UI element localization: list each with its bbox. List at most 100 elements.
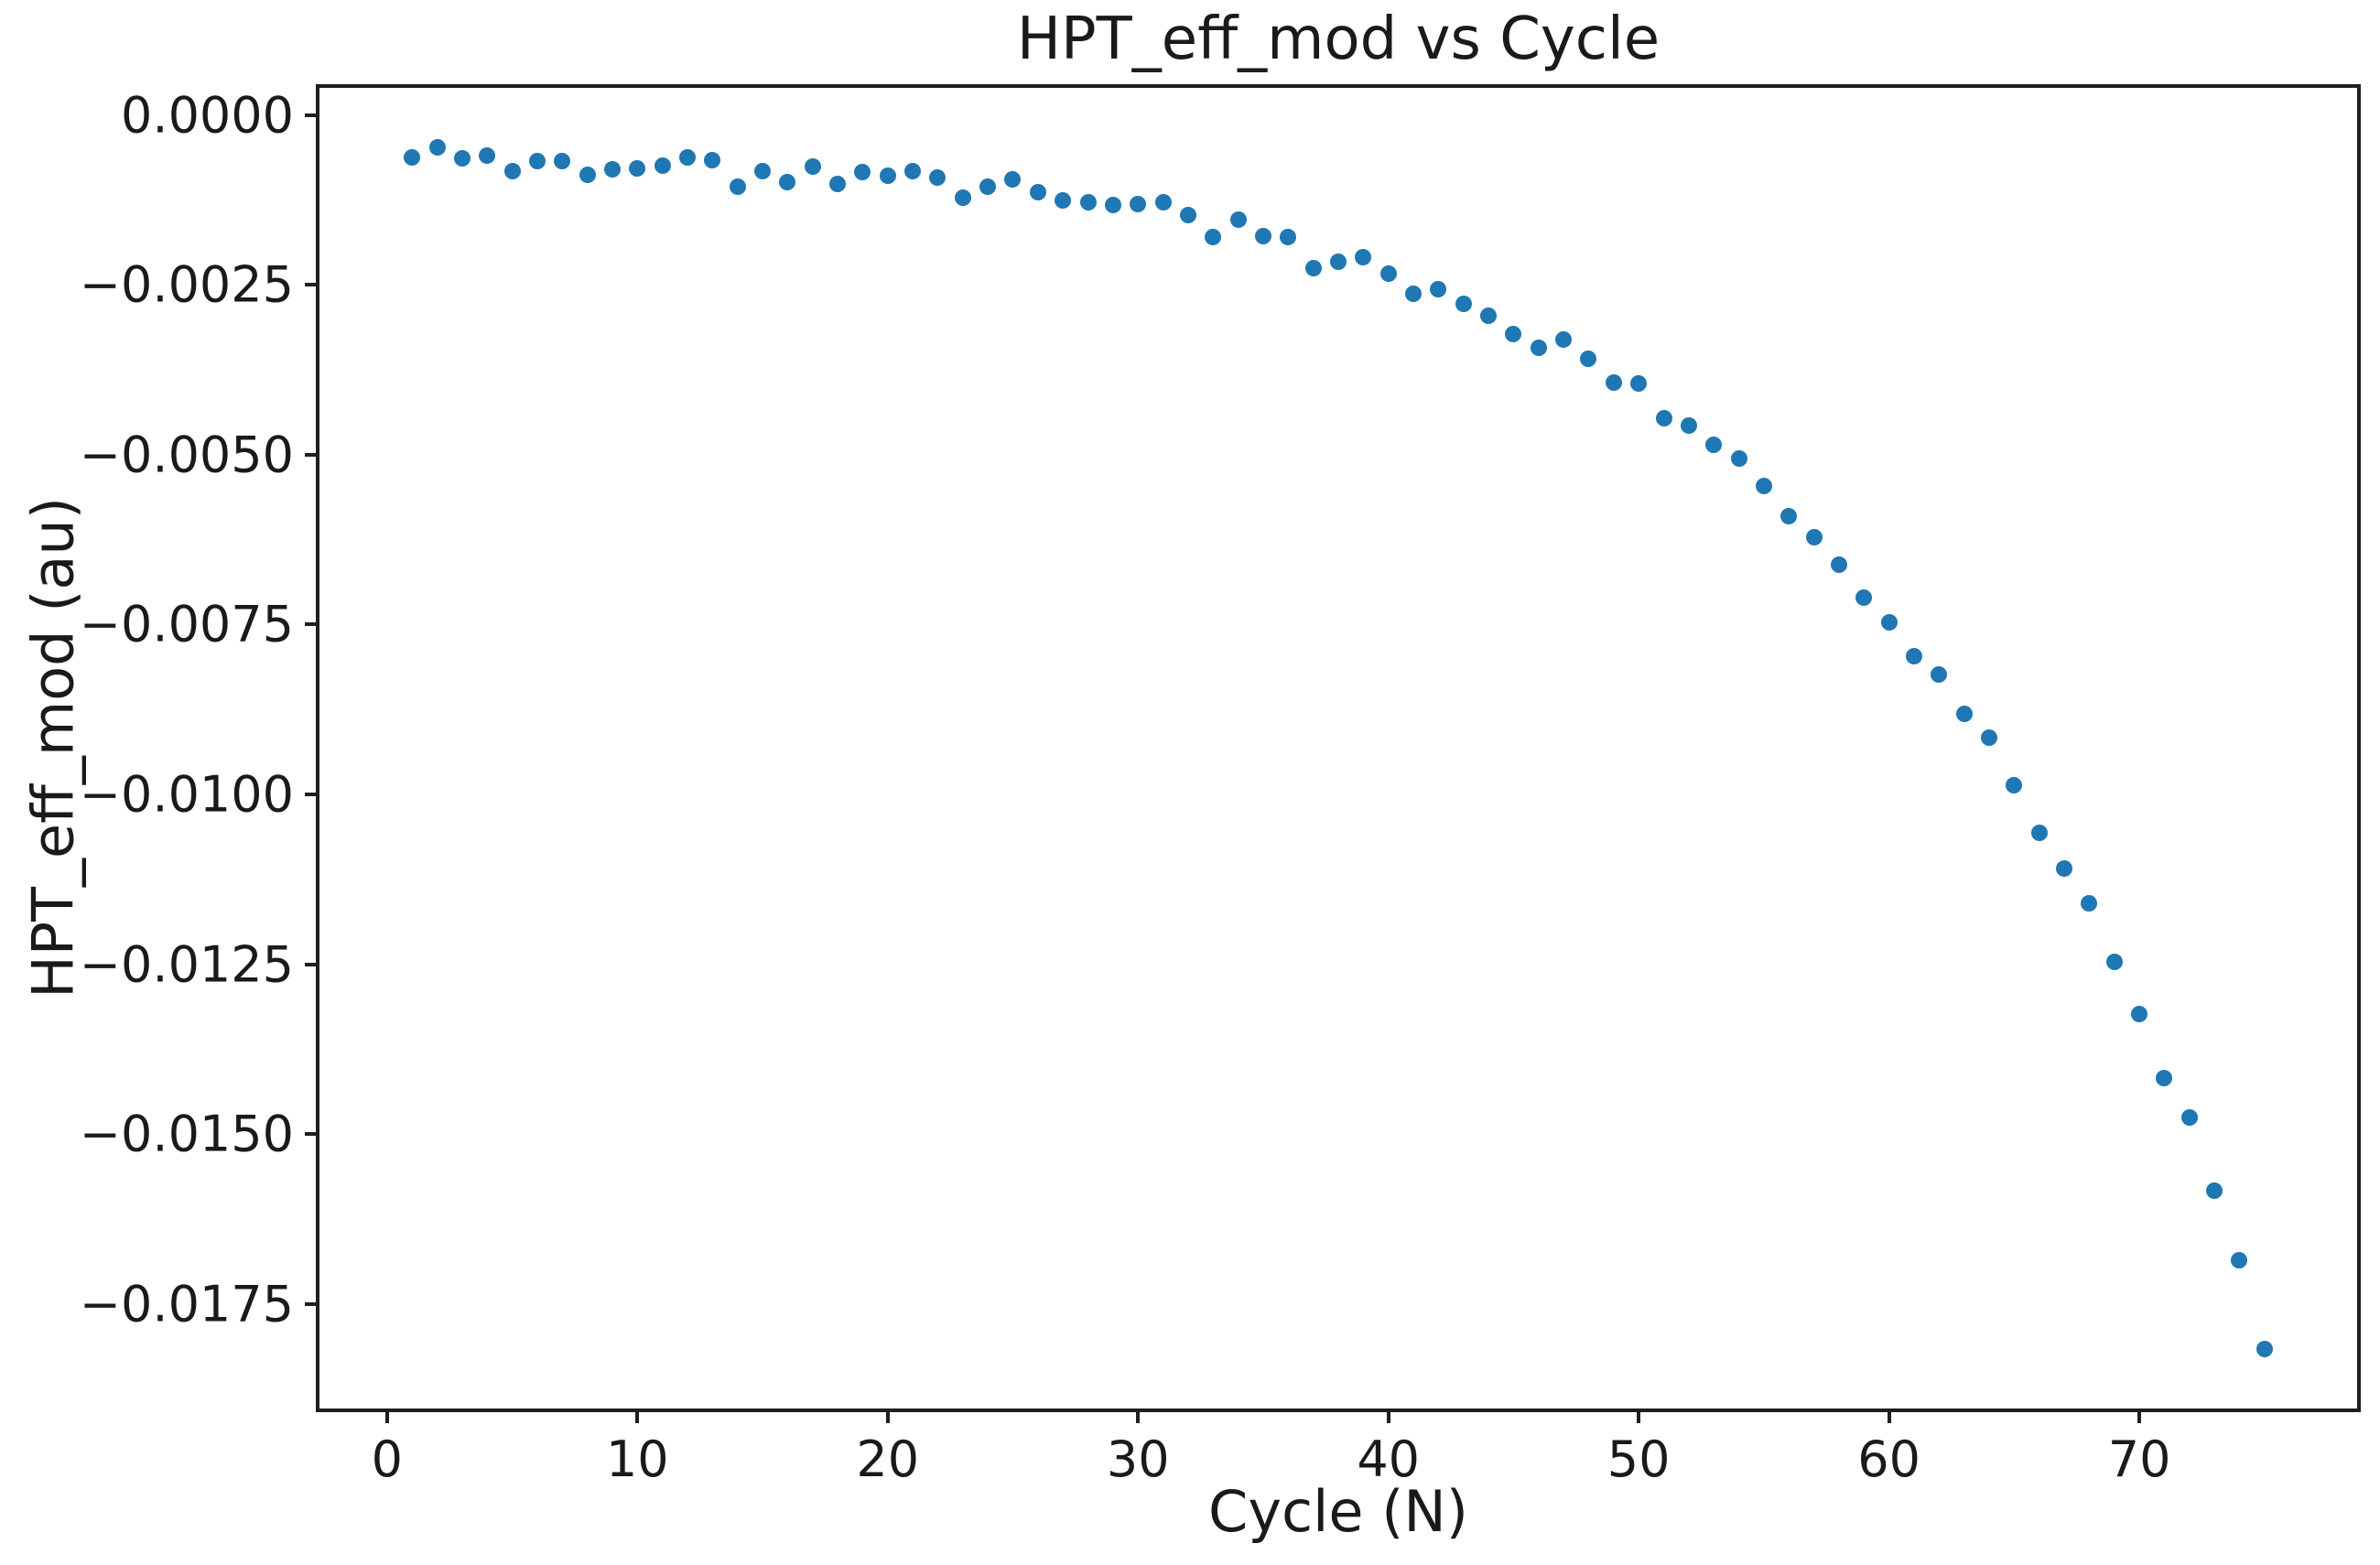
scatter-point bbox=[603, 161, 621, 178]
scatter-point bbox=[1830, 556, 1847, 574]
scatter-point bbox=[1730, 449, 1747, 467]
scatter-point bbox=[2081, 895, 2098, 912]
scatter-point bbox=[1330, 254, 1347, 271]
scatter-point bbox=[929, 168, 947, 186]
y-axis-tickmark bbox=[305, 1301, 319, 1306]
scatter-point bbox=[1705, 436, 1723, 453]
y-axis-tickmark bbox=[305, 452, 319, 457]
scatter-point bbox=[1555, 331, 1573, 349]
scatter-point bbox=[1630, 374, 1648, 392]
scatter-point bbox=[1055, 192, 1072, 210]
y-axis-tickmark bbox=[305, 113, 319, 117]
scatter-point bbox=[1280, 229, 1297, 246]
scatter-point bbox=[1580, 351, 1597, 368]
scatter-point bbox=[1179, 206, 1196, 223]
scatter-point bbox=[729, 178, 746, 195]
x-axis-tickmark bbox=[1136, 1408, 1141, 1423]
x-axis-tickmark bbox=[1386, 1408, 1390, 1423]
scatter-point bbox=[1605, 374, 1622, 392]
scatter-point bbox=[2231, 1252, 2248, 1269]
y-axis-ticklabel: −0.0125 bbox=[79, 935, 294, 994]
scatter-point bbox=[1880, 614, 1898, 631]
scatter-point bbox=[1104, 197, 1121, 214]
x-axis-tickmark bbox=[2137, 1408, 2142, 1423]
scatter-point bbox=[1254, 227, 1271, 244]
x-axis-tickmark bbox=[885, 1408, 890, 1423]
chart-title: HPT_eff_mod vs Cycle bbox=[1016, 5, 1661, 73]
scatter-point bbox=[1505, 325, 1522, 342]
x-axis-ticklabel: 20 bbox=[856, 1430, 920, 1488]
scatter-point bbox=[829, 175, 847, 192]
scatter-point bbox=[1805, 528, 1823, 545]
scatter-point bbox=[1931, 665, 1948, 683]
y-axis-ticklabel: −0.0100 bbox=[79, 765, 294, 824]
scatter-point bbox=[1079, 194, 1097, 211]
y-axis-label: HPT_eff_mod (au) bbox=[19, 497, 87, 998]
scatter-point bbox=[1955, 706, 1973, 723]
scatter-point bbox=[428, 139, 446, 156]
scatter-point bbox=[804, 158, 821, 176]
y-axis-tickmark bbox=[305, 962, 319, 966]
scatter-point bbox=[1981, 729, 1997, 747]
x-axis-tickmark bbox=[1637, 1408, 1641, 1423]
x-axis-ticklabel: 40 bbox=[1357, 1430, 1421, 1488]
plot-area: 0 10 20 30 40 50 60 70 0.0000 −0.0025 −0.0050 −0.00… bbox=[80, 84, 2361, 1488]
scatter-point bbox=[1430, 281, 1447, 298]
x-axis-tickmark bbox=[384, 1408, 389, 1423]
scatter-point bbox=[779, 174, 796, 191]
scatter-point bbox=[2105, 954, 2123, 971]
scatter-point bbox=[1530, 339, 1547, 356]
scatter-point bbox=[678, 148, 696, 166]
scatter-point bbox=[1304, 259, 1322, 276]
scatter-point bbox=[979, 178, 997, 196]
scatter-point bbox=[754, 163, 772, 180]
scatter-point bbox=[904, 163, 922, 180]
scatter-point bbox=[1780, 507, 1798, 524]
y-axis-tickmark bbox=[305, 792, 319, 796]
scatter-point bbox=[1680, 416, 1697, 434]
y-axis-ticklabel: −0.0175 bbox=[79, 1275, 294, 1333]
y-axis-ticklabel: −0.0025 bbox=[79, 255, 294, 314]
scatter-point bbox=[704, 152, 721, 169]
scatter-point bbox=[1755, 477, 1772, 494]
scatter-point bbox=[1455, 296, 1472, 313]
scatter-point bbox=[2256, 1340, 2273, 1357]
x-axis-ticklabel: 10 bbox=[605, 1430, 669, 1488]
scatter-point bbox=[1355, 248, 1372, 265]
scatter-point bbox=[554, 153, 571, 170]
scatter-point bbox=[1229, 211, 1247, 228]
scatter-point bbox=[1004, 171, 1022, 189]
scatter-point bbox=[954, 189, 971, 206]
x-axis-ticklabel: 50 bbox=[1606, 1430, 1671, 1488]
x-axis-ticklabel: 0 bbox=[371, 1430, 404, 1488]
scatter-point bbox=[1130, 195, 1147, 212]
x-axis-label: Cycle (N) bbox=[1208, 1478, 1468, 1545]
scatter-point bbox=[2030, 824, 2048, 841]
scatter-point bbox=[879, 167, 896, 185]
scatter-point bbox=[1480, 307, 1498, 324]
x-axis-ticklabel: 30 bbox=[1106, 1430, 1170, 1488]
y-axis-tickmark bbox=[305, 1132, 319, 1137]
y-axis-ticklabel: −0.0075 bbox=[79, 595, 294, 653]
x-axis-tickmark bbox=[1887, 1408, 1891, 1423]
y-axis-tickmark bbox=[305, 283, 319, 287]
y-axis-ticklabel: −0.0150 bbox=[79, 1105, 294, 1163]
y-axis-tickmark bbox=[305, 622, 319, 627]
scatter-point bbox=[1855, 588, 1873, 606]
scatter-point bbox=[528, 153, 546, 170]
scatter-point bbox=[1379, 264, 1397, 282]
scatter-point bbox=[579, 167, 596, 183]
x-axis-tickmark bbox=[635, 1408, 640, 1423]
scatter-point bbox=[1154, 193, 1172, 210]
scatter-point bbox=[2206, 1182, 2223, 1199]
scatter-point bbox=[2131, 1006, 2148, 1023]
y-axis-ticklabel: −0.0050 bbox=[79, 426, 294, 484]
scatter-point bbox=[453, 150, 471, 167]
x-axis-ticklabel: 60 bbox=[1857, 1430, 1920, 1488]
scatter-point bbox=[503, 162, 521, 179]
scatter-point bbox=[1205, 229, 1222, 246]
scatter-point bbox=[2180, 1109, 2198, 1127]
scatter-point bbox=[629, 159, 646, 177]
scatter-point bbox=[2006, 777, 2023, 794]
